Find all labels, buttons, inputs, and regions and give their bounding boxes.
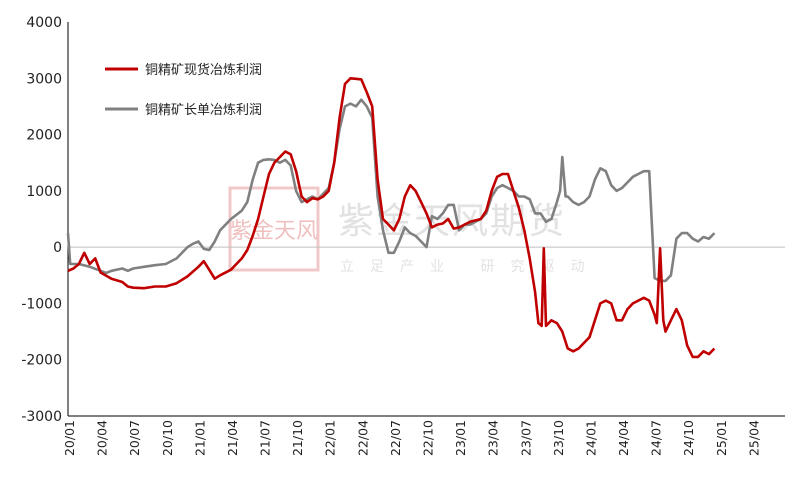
x-tick-label: 23/07 <box>518 420 533 456</box>
y-tick-label: 3000 <box>26 71 62 87</box>
x-tick-label: 20/10 <box>160 420 175 456</box>
legend-label-longterm: 铜精矿长单冶炼利润 <box>145 103 262 118</box>
x-tick-label: 25/01 <box>714 420 729 456</box>
y-tick-label: -3000 <box>21 409 62 425</box>
series-layer <box>66 77 716 359</box>
x-tick-label: 22/07 <box>388 420 403 456</box>
x-tick-label: 24/04 <box>616 420 631 456</box>
x-tick-label: 21/04 <box>225 420 240 456</box>
y-tick-label: -1000 <box>21 296 62 312</box>
y-tick-label: 2000 <box>26 128 62 144</box>
x-tick-label: 23/04 <box>486 420 501 456</box>
y-tick-label: -2000 <box>21 353 62 369</box>
x-tick-label: 20/07 <box>127 420 142 456</box>
x-tick-label: 21/07 <box>258 420 273 456</box>
x-tick-label: 24/01 <box>583 420 598 456</box>
watermark-logo-box <box>228 186 320 272</box>
x-tick-label: 23/10 <box>551 420 566 456</box>
x-tick-label: 22/01 <box>323 420 338 456</box>
series-line-longterm <box>66 98 716 283</box>
x-tick-label: 24/07 <box>649 420 664 456</box>
x-tick-label: 22/10 <box>421 420 436 456</box>
watermark-slogan: 立足产业 研究驱动 <box>340 259 600 275</box>
y-tick-label: 0 <box>53 240 62 256</box>
x-tick-label: 25/04 <box>746 420 761 456</box>
x-tick-labels: 20/01 20/04 20/07 20/10 21/01 21/04 21/07 21/10… <box>62 420 761 456</box>
legend-label-spot: 铜精矿现货冶炼利润 <box>145 62 262 78</box>
x-tick-label: 21/10 <box>290 420 305 456</box>
watermark-logo-text: 紫金天风 <box>230 219 318 244</box>
x-tick-label: 21/01 <box>192 420 207 456</box>
x-tick-label: 24/10 <box>681 420 696 456</box>
x-tick-label: 23/01 <box>453 420 468 456</box>
legend: 铜精矿现货冶炼利润 铜精矿长单冶炼利润 <box>105 62 262 118</box>
x-tick-label: 20/01 <box>62 420 77 456</box>
y-tick-labels: -3000 -2000 -1000 0 1000 2000 3000 4000 <box>21 15 62 425</box>
series-line-spot <box>67 77 716 359</box>
x-tick-label: 22/04 <box>355 420 370 456</box>
y-tick-label: 4000 <box>26 15 62 31</box>
x-tick-label: 20/04 <box>95 420 110 456</box>
y-tick-label: 1000 <box>26 184 62 200</box>
